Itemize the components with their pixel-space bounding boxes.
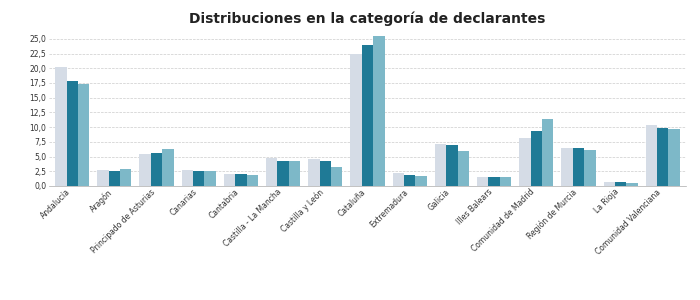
Bar <box>204 171 216 186</box>
Bar <box>415 176 427 186</box>
Bar <box>519 138 531 186</box>
Bar <box>235 174 246 186</box>
Bar <box>626 183 638 186</box>
Bar <box>458 151 469 186</box>
Bar <box>97 170 108 186</box>
Bar <box>393 173 404 186</box>
Bar <box>542 119 553 186</box>
Bar <box>561 148 573 186</box>
Bar <box>331 167 342 186</box>
Bar <box>193 171 204 186</box>
Bar <box>139 154 151 186</box>
Bar <box>435 144 446 186</box>
Bar <box>603 182 615 186</box>
Bar <box>584 150 596 186</box>
Bar <box>531 131 542 186</box>
Bar <box>55 67 66 186</box>
Bar <box>78 84 90 186</box>
Bar <box>446 146 458 186</box>
Bar <box>373 37 384 186</box>
Bar <box>120 169 132 186</box>
Bar <box>489 177 500 186</box>
Title: Distribuciones en la categoría de declarantes: Distribuciones en la categoría de declar… <box>189 12 546 26</box>
Bar <box>500 177 511 186</box>
Bar <box>224 174 235 186</box>
Bar <box>404 175 415 186</box>
Bar <box>246 175 258 186</box>
Bar <box>289 161 300 186</box>
Bar <box>668 129 680 186</box>
Bar <box>162 149 174 186</box>
Bar <box>108 171 120 186</box>
Bar <box>266 158 277 186</box>
Bar <box>320 161 331 186</box>
Bar <box>182 170 193 186</box>
Bar <box>362 45 373 186</box>
Bar <box>351 53 362 186</box>
Bar <box>573 148 584 186</box>
Bar <box>645 125 657 186</box>
Bar <box>308 159 320 186</box>
Bar <box>657 128 668 186</box>
Bar <box>615 182 626 186</box>
Bar <box>477 177 489 186</box>
Bar <box>277 161 289 186</box>
Bar <box>66 81 78 186</box>
Bar <box>151 153 162 186</box>
